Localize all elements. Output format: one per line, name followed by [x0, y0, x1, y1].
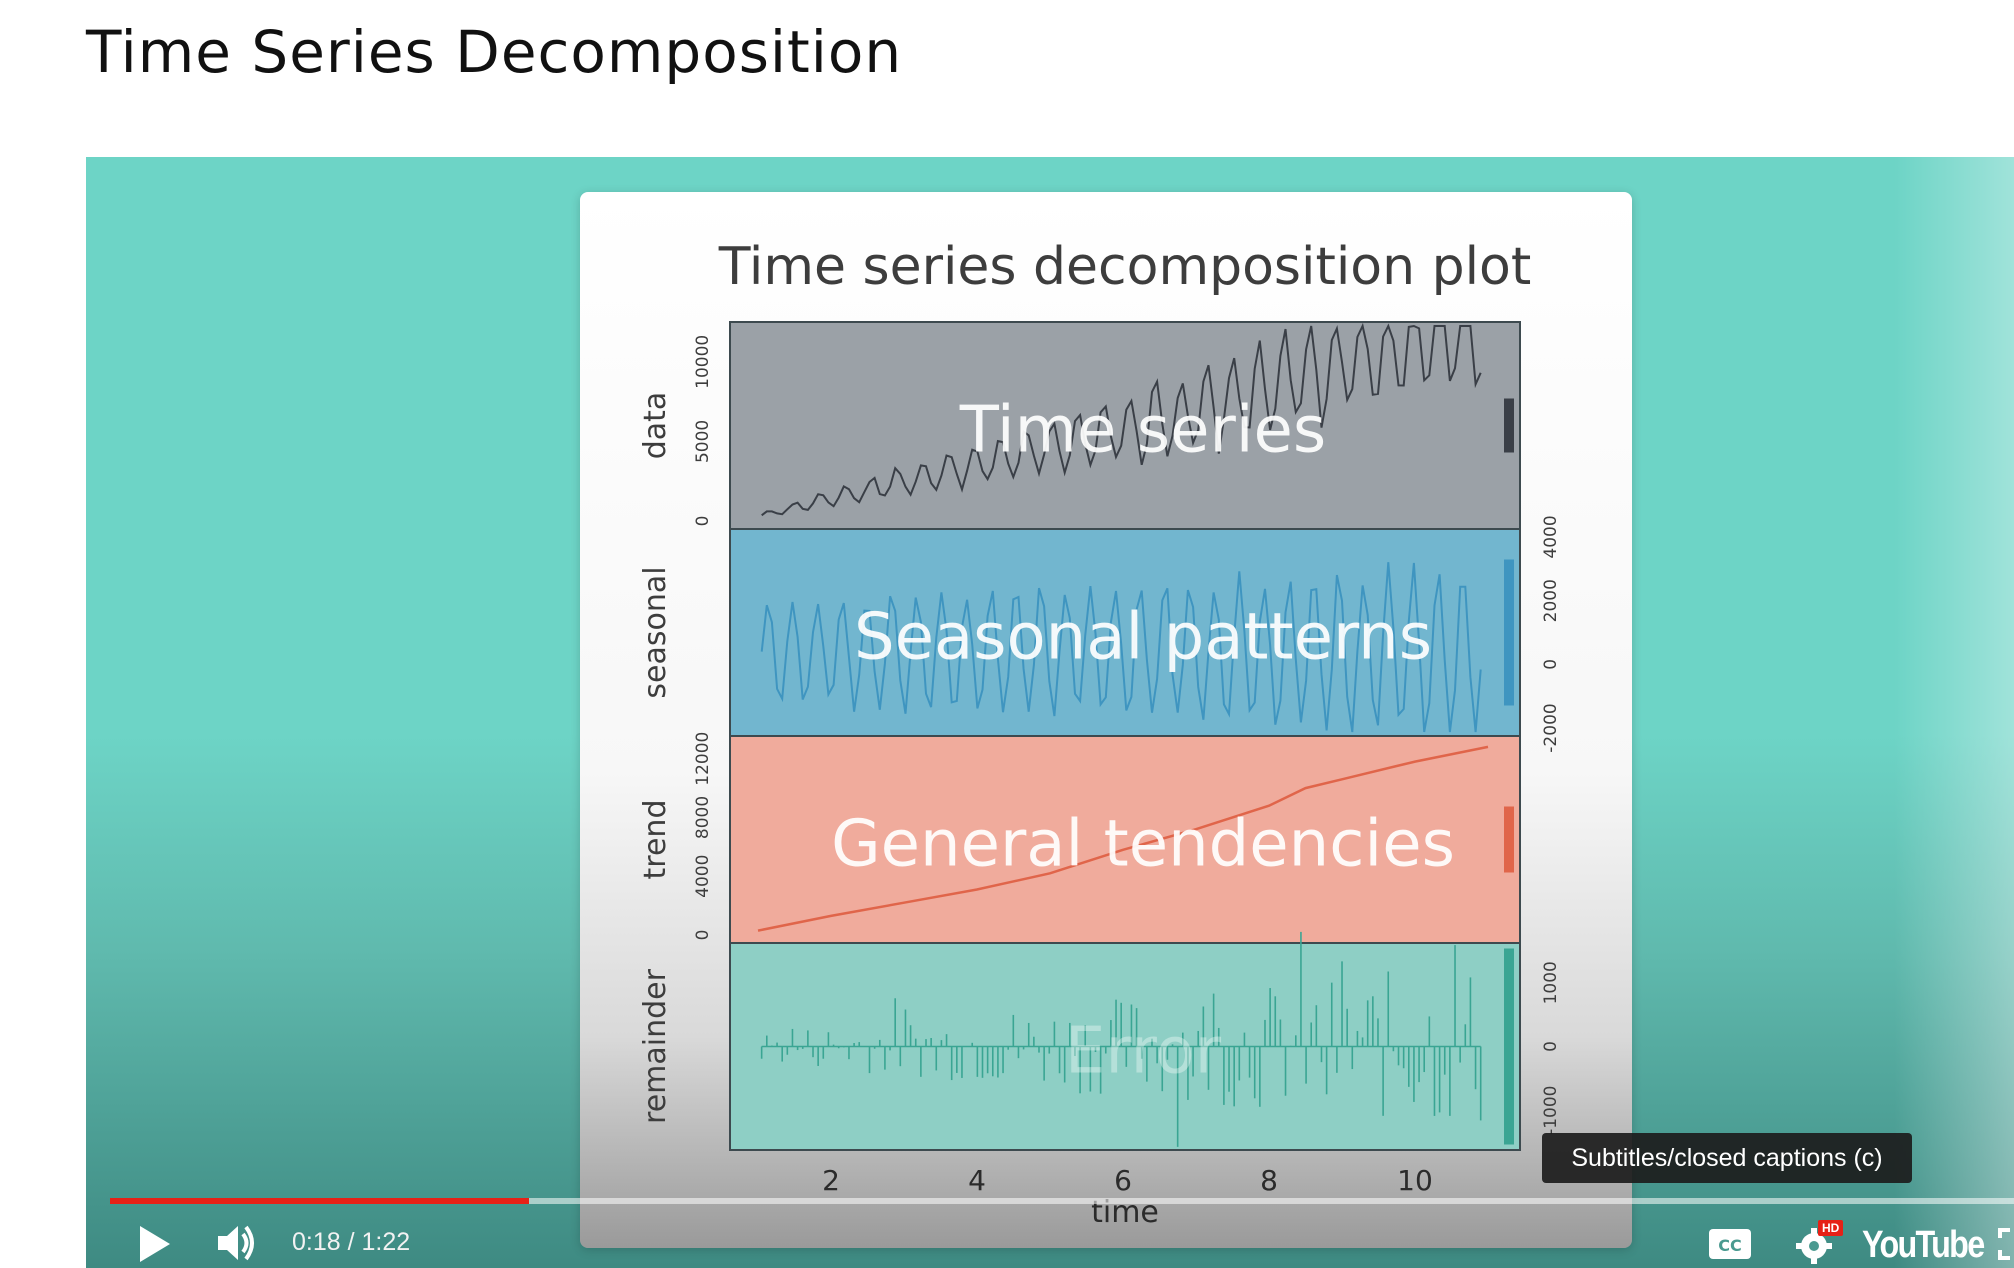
- scale-bar-seasonal: [1504, 559, 1514, 706]
- tick-label-remainder: 0: [1541, 1041, 1561, 1052]
- tick-label-trend: 4000: [693, 855, 713, 898]
- data-series-line: [761, 322, 1482, 517]
- tick-label-data: 0: [693, 516, 713, 527]
- player-controls: 0:18 / 1:22 CC HD YouTube: [86, 1158, 2014, 1268]
- settings-gear-icon: [1796, 1228, 1832, 1264]
- x-tick-label: 2: [822, 1164, 840, 1197]
- tick-label-trend: 8000: [693, 796, 713, 839]
- overlay-text-data: Time series: [959, 394, 1327, 468]
- tick-label-seasonal: 4000: [1541, 515, 1561, 558]
- player-edge-gradient: [1894, 157, 2014, 1268]
- panel-trend: [729, 735, 1521, 944]
- x-tick-label: 8: [1260, 1164, 1278, 1197]
- tick-label-data: 5000: [693, 420, 713, 463]
- volume-icon: [218, 1225, 254, 1261]
- overlay-text-trend: General tendencies: [831, 808, 1455, 882]
- play-button[interactable]: [134, 1222, 174, 1266]
- hd-badge: HD: [1818, 1220, 1844, 1236]
- play-icon: [140, 1226, 170, 1262]
- tick-label-data: 10000: [693, 335, 713, 389]
- overlay-text-seasonal: Seasonal patterns: [854, 601, 1432, 675]
- overlay-text-remainder: Error: [1065, 1015, 1222, 1089]
- tick-label-seasonal: 0: [1541, 659, 1561, 670]
- slide-card: Time series decomposition plot data 0 5000 1…: [580, 192, 1632, 1248]
- progress-bar[interactable]: [110, 1198, 2014, 1204]
- progress-bar-played: [110, 1198, 529, 1204]
- tick-label-trend: 0: [693, 930, 713, 941]
- volume-button[interactable]: [214, 1220, 260, 1266]
- ylabel-seasonal: seasonal: [638, 566, 673, 698]
- tick-label-trend: 12000: [693, 732, 713, 786]
- captions-button[interactable]: CC: [1708, 1228, 1752, 1260]
- x-tick-label: 4: [968, 1164, 986, 1197]
- captions-tooltip: Subtitles/closed captions (c): [1542, 1133, 1912, 1183]
- x-tick-label: 10: [1397, 1164, 1433, 1197]
- fullscreen-icon: [1998, 1228, 2010, 1260]
- scale-bar-data: [1504, 398, 1514, 453]
- decomposition-plot: Time series decomposition plot data 0 5000 1…: [638, 237, 1561, 1230]
- ylabel-trend: trend: [638, 800, 673, 880]
- page-title: Time Series Decomposition: [86, 18, 903, 86]
- fullscreen-button[interactable]: [1996, 1226, 2014, 1262]
- ylabel-remainder: remainder: [638, 968, 673, 1124]
- time-display: 0:18 / 1:22: [292, 1228, 411, 1256]
- ylabel-data: data: [638, 392, 673, 460]
- tick-label-seasonal: -2000: [1541, 703, 1561, 752]
- plot-title: Time series decomposition plot: [718, 237, 1532, 297]
- tick-label-seasonal: 2000: [1541, 579, 1561, 622]
- settings-button[interactable]: [1792, 1222, 1836, 1266]
- svg-text:CC: CC: [1718, 1236, 1741, 1255]
- trend-series-line: [757, 745, 1489, 932]
- seasonal-series-line: [760, 562, 1482, 733]
- x-tick-label: 6: [1114, 1164, 1132, 1197]
- tick-label-remainder: 1000: [1541, 961, 1561, 1004]
- youtube-logo[interactable]: YouTube: [1862, 1224, 1985, 1266]
- video-player[interactable]: Time series decomposition plot data 0 5000 1…: [86, 157, 2014, 1268]
- scale-bar-trend: [1504, 806, 1514, 873]
- scale-bar-remainder: [1504, 948, 1514, 1145]
- captions-icon: CC: [1709, 1229, 1751, 1259]
- tick-label-remainder: -1000: [1541, 1085, 1561, 1134]
